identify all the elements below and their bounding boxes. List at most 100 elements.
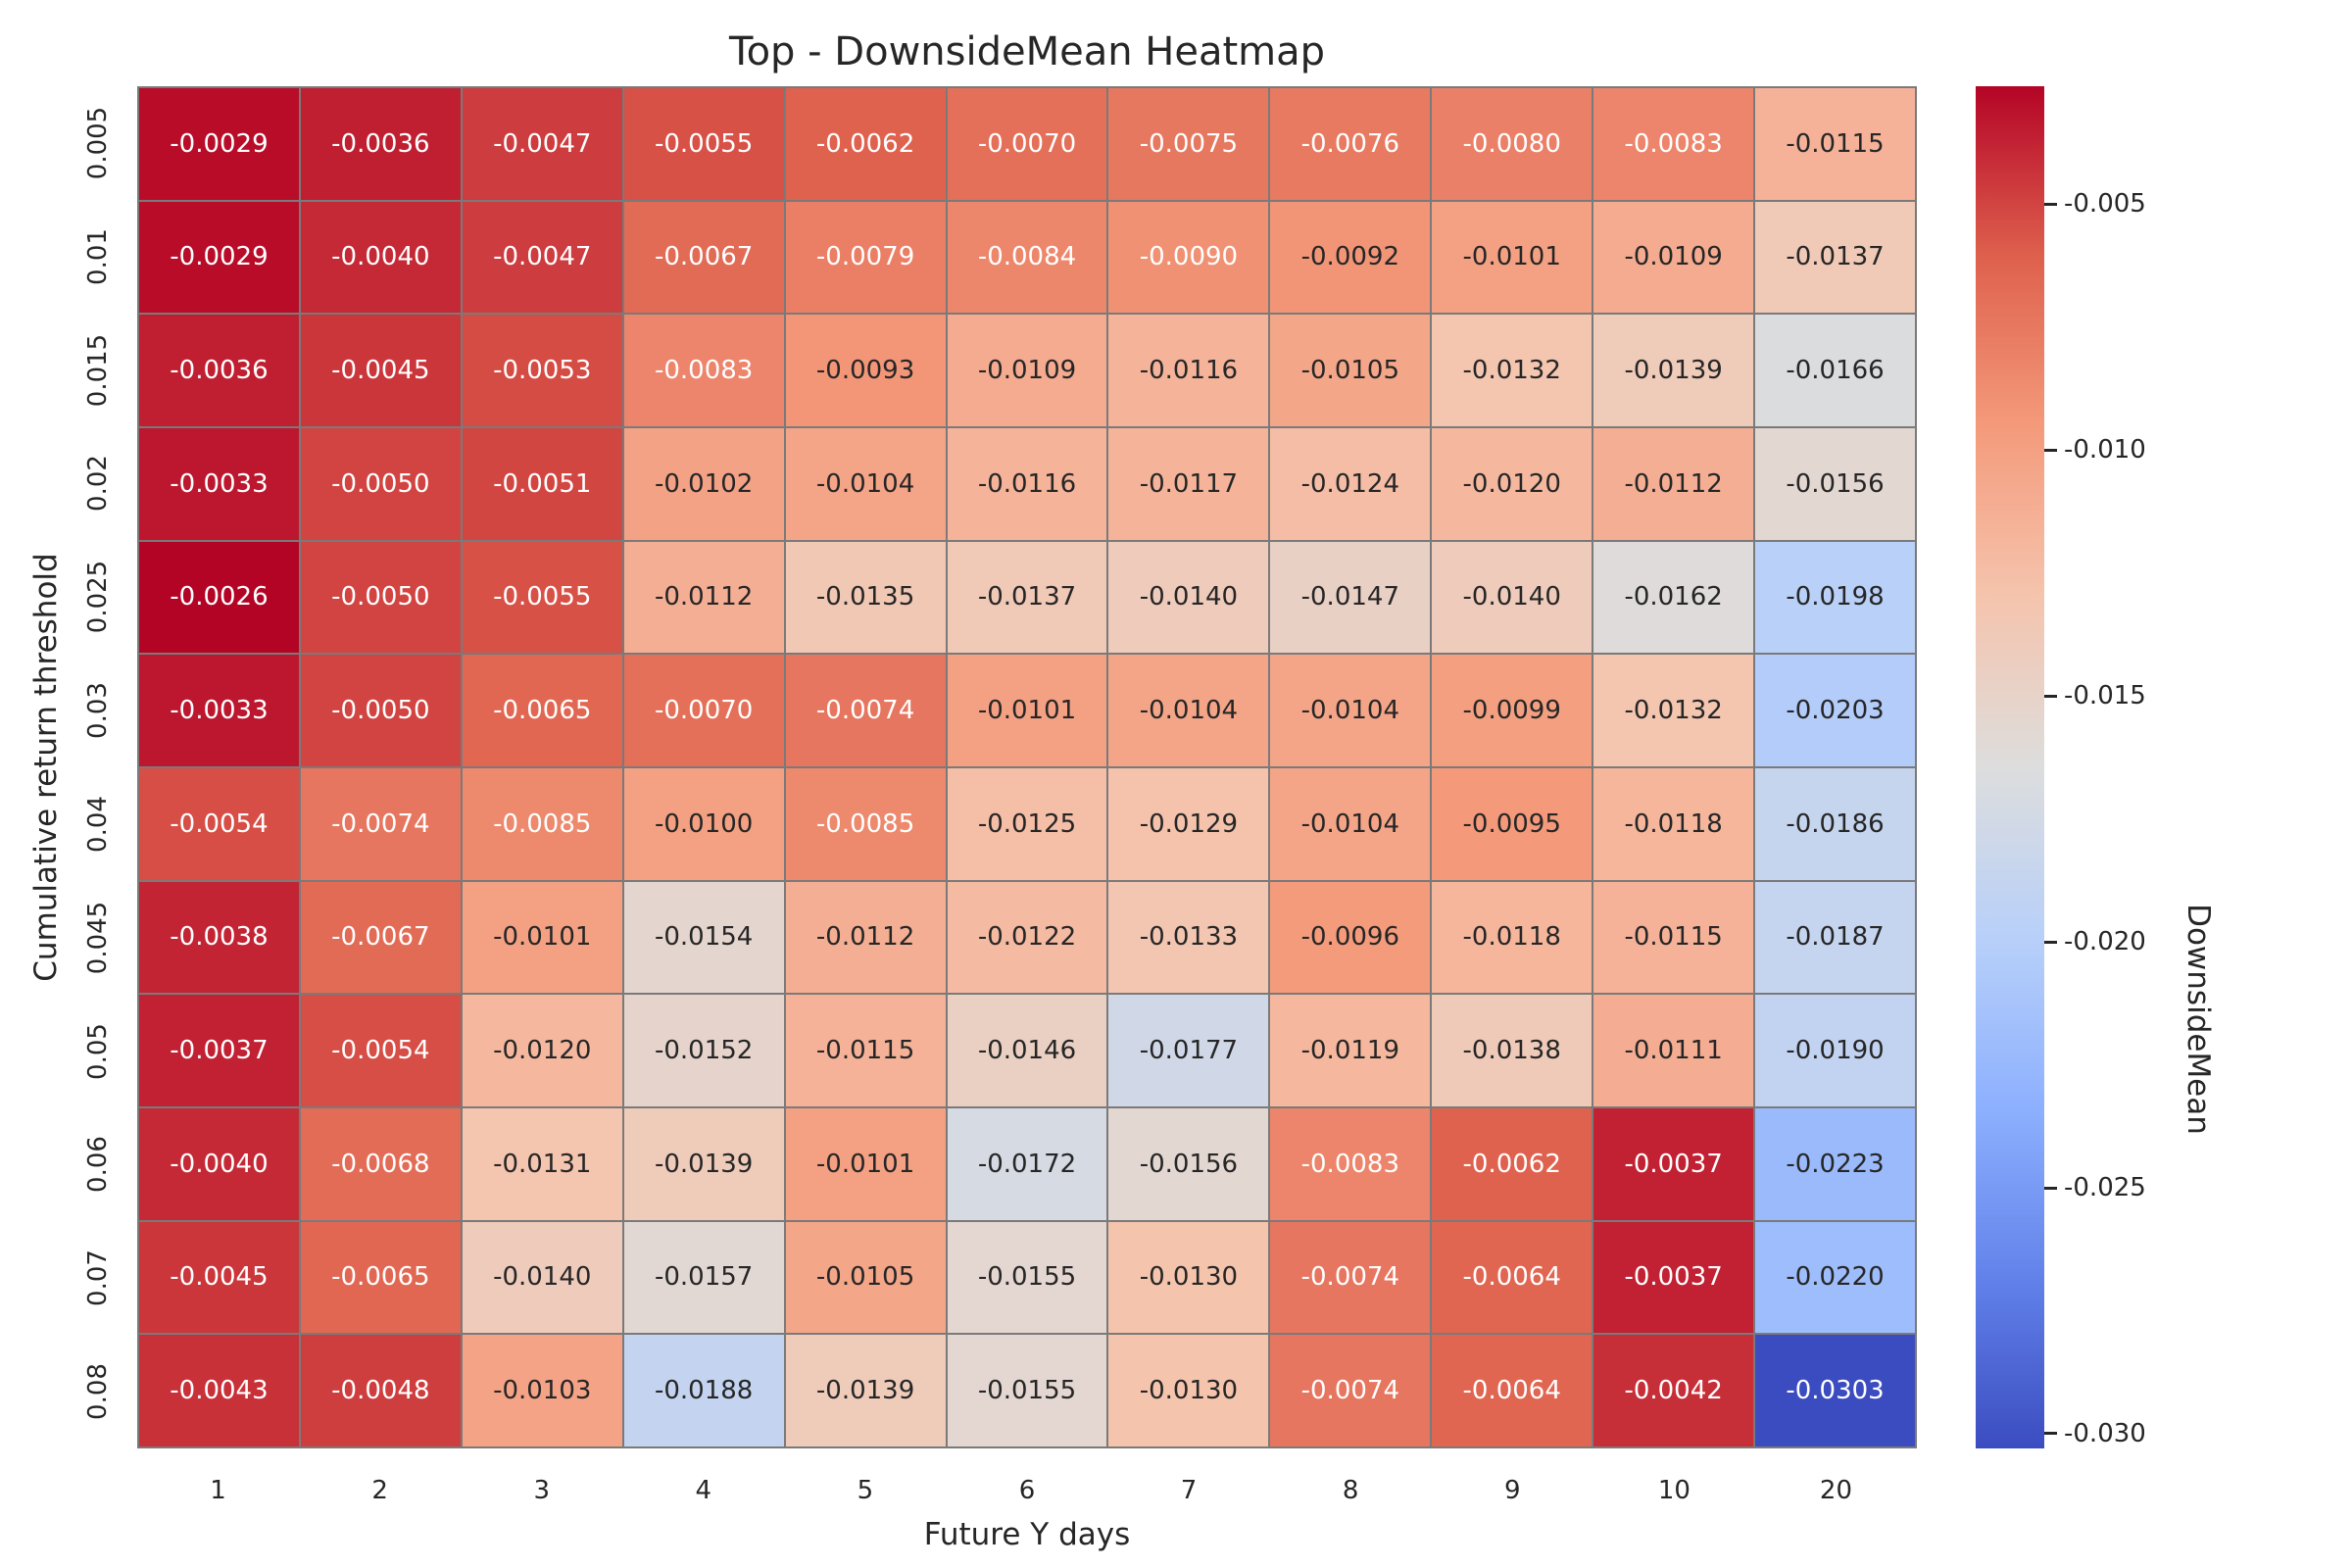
heatmap-cell: -0.0085 [462,767,622,880]
colorbar-tick-mark [2044,448,2057,452]
heatmap-cell: -0.0074 [1270,1221,1431,1334]
heatmap-cell: -0.0130 [1108,1335,1269,1446]
heatmap-cell: -0.0140 [462,1221,622,1334]
heatmap-cell: -0.0037 [139,995,299,1106]
heatmap-cell: -0.0120 [1432,427,1592,540]
heatmap-cell: -0.0105 [785,1221,946,1334]
heatmap-cell: -0.0162 [1593,541,1754,654]
heatmap-cell: -0.0139 [623,1107,784,1220]
heatmap-cell: -0.0139 [1593,315,1754,426]
heatmap-cell: -0.0186 [1755,767,1915,880]
heatmap-cell: -0.0055 [462,541,622,654]
x-tick-label: 3 [533,1476,550,1505]
heatmap-cell: -0.0122 [947,881,1107,994]
colorbar-tick-label: -0.010 [2064,435,2146,466]
heatmap-cell: -0.0033 [139,655,299,766]
heatmap-cell: -0.0188 [623,1335,784,1446]
heatmap-cell: -0.0124 [1270,427,1431,540]
heatmap-cell: -0.0068 [300,1107,461,1220]
heatmap-cell: -0.0095 [1432,767,1592,880]
heatmap-cell: -0.0115 [785,995,946,1106]
y-tick-label: 0.06 [83,1136,113,1194]
heatmap-cell: -0.0062 [785,88,946,200]
heatmap-cell: -0.0103 [462,1335,622,1446]
y-tick-label: 0.02 [83,455,113,513]
heatmap-cell: -0.0177 [1108,995,1269,1106]
heatmap-cell: -0.0109 [947,315,1107,426]
heatmap-cell: -0.0055 [623,88,784,200]
heatmap-cell: -0.0067 [300,881,461,994]
heatmap-cell: -0.0079 [785,201,946,314]
heatmap-cell: -0.0117 [1108,427,1269,540]
heatmap-cell: -0.0155 [947,1221,1107,1334]
colorbar-tick-label: -0.025 [2064,1173,2146,1203]
chart-title: Top - DownsideMean Heatmap [728,29,1326,74]
heatmap-cell: -0.0047 [462,201,622,314]
heatmap-cell: -0.0198 [1755,541,1915,654]
heatmap-cell: -0.0067 [623,201,784,314]
heatmap-cell: -0.0115 [1593,881,1754,994]
heatmap-cell: -0.0104 [1270,655,1431,766]
heatmap-cell: -0.0223 [1755,1107,1915,1220]
y-tick-label: 0.08 [83,1363,113,1421]
heatmap-cell: -0.0132 [1593,655,1754,766]
heatmap-cell: -0.0054 [300,995,461,1106]
heatmap-cell: -0.0156 [1108,1107,1269,1220]
colorbar-tick-label: -0.030 [2064,1418,2146,1448]
heatmap-cell: -0.0065 [300,1221,461,1334]
heatmap-cell: -0.0140 [1432,541,1592,654]
heatmap-cell: -0.0029 [139,201,299,314]
heatmap-cell: -0.0118 [1593,767,1754,880]
colorbar-tick-mark [2044,202,2057,206]
heatmap-cell: -0.0070 [623,655,784,766]
y-tick-label: 0.005 [83,106,113,180]
heatmap-cell: -0.0080 [1432,88,1592,200]
heatmap-cell: -0.0026 [139,541,299,654]
heatmap-cell: -0.0119 [1270,995,1431,1106]
heatmap-cell: -0.0093 [785,315,946,426]
colorbar-tick-mark [2044,940,2057,944]
heatmap-cell: -0.0051 [462,427,622,540]
heatmap-cell: -0.0140 [1108,541,1269,654]
colorbar-tick-label: -0.020 [2064,927,2146,957]
heatmap-cell: -0.0033 [139,427,299,540]
heatmap-cell: -0.0156 [1755,427,1915,540]
heatmap-cell: -0.0085 [785,767,946,880]
heatmap-cell: -0.0036 [300,88,461,200]
colorbar-tick-label: -0.015 [2064,681,2146,711]
x-tick-label: 1 [210,1476,226,1505]
heatmap-cell: -0.0138 [1432,995,1592,1106]
heatmap-cell: -0.0137 [1755,201,1915,314]
heatmap-cell: -0.0220 [1755,1221,1915,1334]
heatmap-cell: -0.0102 [623,427,784,540]
heatmap-cell: -0.0116 [947,427,1107,540]
heatmap-cell: -0.0135 [785,541,946,654]
heatmap-cell: -0.0112 [623,541,784,654]
y-tick-label: 0.07 [83,1250,113,1307]
heatmap-cell: -0.0074 [785,655,946,766]
x-tick-label: 6 [1018,1476,1036,1505]
heatmap-cell: -0.0083 [623,315,784,426]
heatmap-cell: -0.0146 [947,995,1107,1106]
heatmap-cell: -0.0130 [1108,1221,1269,1334]
heatmap-cell: -0.0037 [1593,1107,1754,1220]
heatmap-cell: -0.0050 [300,655,461,766]
y-tick-label: 0.045 [83,901,113,974]
heatmap-cell: -0.0155 [947,1335,1107,1446]
heatmap-cell: -0.0157 [623,1221,784,1334]
heatmap-cell: -0.0043 [139,1335,299,1446]
heatmap-cell: -0.0083 [1270,1107,1431,1220]
x-tick-label: 5 [857,1476,874,1505]
heatmap-cell: -0.0050 [300,541,461,654]
heatmap-cell: -0.0152 [623,995,784,1106]
heatmap-cell: -0.0047 [462,88,622,200]
heatmap-cell: -0.0104 [1270,767,1431,880]
heatmap-cell: -0.0105 [1270,315,1431,426]
heatmap-cell: -0.0036 [139,315,299,426]
heatmap-cell: -0.0084 [947,201,1107,314]
heatmap-cell: -0.0129 [1108,767,1269,880]
y-tick-label: 0.03 [83,682,113,740]
heatmap-cell: -0.0099 [1432,655,1592,766]
heatmap-cell: -0.0139 [785,1335,946,1446]
